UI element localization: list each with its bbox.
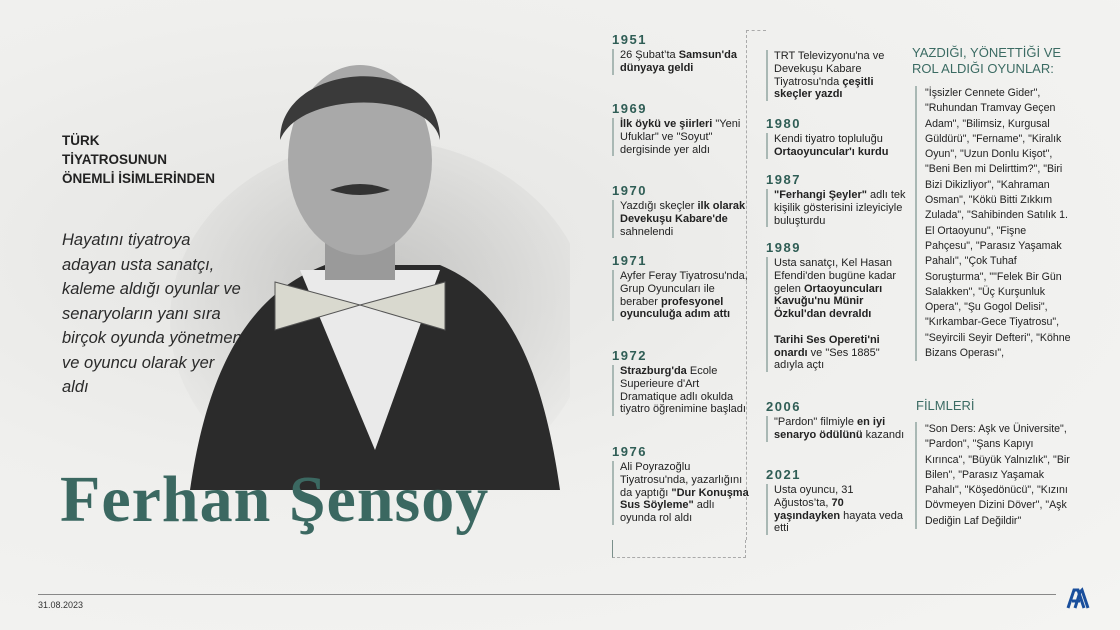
text-segment: adlı oyunda rol aldı bbox=[620, 499, 715, 525]
text-segment: TRT Televizyonu'na ve Devekuşu Kabare Ti… bbox=[774, 50, 885, 88]
footer-divider bbox=[38, 594, 1056, 595]
text-segment: Kendi tiyatro topluluğu bbox=[774, 133, 883, 145]
highlight-text: "Dur Konuşma Sus Söyleme" bbox=[620, 486, 749, 512]
highlight-text: Ortaoyuncular'ı kurdu bbox=[774, 145, 889, 158]
timeline-entry: 1972 Strazburg'da Ecole Superieure d'Art … bbox=[612, 348, 752, 417]
timeline-text: Strazburg'da Ecole Superieure d'Art Dram… bbox=[612, 365, 752, 417]
highlight-text: "Ferhangi Şeyler" bbox=[774, 189, 867, 201]
films-heading: FİLMLERİ bbox=[916, 398, 975, 413]
timeline-year: 1980 bbox=[766, 116, 801, 131]
timeline-text: Ayfer Feray Tiyatrosu'nda, Grup Oyuncula… bbox=[612, 270, 752, 322]
portrait-photo bbox=[170, 65, 570, 490]
text-segment: Ayfer Feray Tiyatrosu'nda, Grup Oyuncula… bbox=[620, 270, 748, 308]
timeline-entry: 1971 Ayfer Feray Tiyatrosu'nda, Grup Oyun… bbox=[612, 253, 752, 322]
timeline-text: İlk öykü ve şiirleri "Yeni Ufuklar" ve "… bbox=[612, 118, 752, 157]
timeline-year: 1971 bbox=[612, 253, 647, 268]
timeline-text: Usta sanatçı, Kel Hasan Efendi'den bugün… bbox=[766, 257, 906, 373]
timeline-entry: 2006 "Pardon" filmiyle en iyi senaryo ödü… bbox=[766, 399, 906, 442]
timeline-text: TRT Televizyonu'na ve Devekuşu Kabare Ti… bbox=[766, 50, 906, 102]
timeline-entry: 1969 İlk öykü ve şiirleri "Yeni Ufuklar" … bbox=[612, 101, 752, 157]
timeline-text: Ali Poyrazoğlu Tiyatrosu'nda, yazarlığın… bbox=[612, 461, 752, 525]
timeline-entry: 1989 Usta sanatçı, Kel Hasan Efendi'den b… bbox=[766, 240, 906, 373]
text-segment: Usta oyuncu, 31 Ağustos’ta, bbox=[774, 484, 854, 509]
highlight-text: profesyonel oyunculuğa adım attı bbox=[620, 295, 731, 321]
timeline-text: "Pardon" filmiyle en iyi senaryo ödülünü… bbox=[766, 416, 906, 442]
highlight-text: İlk öykü ve şiirleri bbox=[620, 118, 713, 130]
highlight-text: Ortaoyuncuları Kavuğu'nu Münir Özkul'dan… bbox=[774, 282, 883, 321]
timeline-year: 1976 bbox=[612, 444, 647, 459]
text-segment: kazandı bbox=[862, 428, 905, 441]
timeline-text: Yazdığı skeçler ilk olarak Devekuşu Kaba… bbox=[612, 200, 752, 239]
timeline-entry: 1980 Kendi tiyatro topluluğu Ortaoyuncula… bbox=[766, 116, 906, 159]
text-segment: Ali Poyrazoğlu Tiyatrosu'nda, yazarlığın… bbox=[620, 461, 743, 499]
date: 31.08.2023 bbox=[38, 600, 84, 610]
timeline-connector-top bbox=[746, 30, 766, 540]
text-segment: hayata veda etti bbox=[774, 509, 904, 535]
intro-text: Hayatını tiyatroya adayan usta sanatçı, … bbox=[62, 231, 242, 396]
timeline-entry: 1987 "Ferhangi Şeyler" adlı tek kişilik g… bbox=[766, 172, 906, 228]
timeline-year: 1970 bbox=[612, 183, 647, 198]
timeline-text: "Ferhangi Şeyler" adlı tek kişilik göste… bbox=[766, 189, 906, 228]
highlight-text: ilk olarak Devekuşu Kabare'de bbox=[620, 200, 746, 225]
plays-list: "İşsizler Cennete Gider", "Ruhundan Tram… bbox=[915, 86, 1075, 362]
highlight-text: 70 yaşındayken bbox=[774, 496, 844, 522]
timeline-year: 1972 bbox=[612, 348, 647, 363]
timeline-year: 2021 bbox=[766, 467, 801, 482]
timeline-year: 1989 bbox=[766, 240, 801, 255]
timeline-entry: TRT Televizyonu'na ve Devekuşu Kabare Ti… bbox=[766, 50, 906, 102]
timeline-entry: 1970 Yazdığı skeçler ilk olarak Devekuşu … bbox=[612, 183, 752, 239]
timeline-entry: 2021 Usta oyuncu, 31 Ağustos’ta, 70 yaşın… bbox=[766, 467, 906, 536]
timeline-entry: 1951 26 Şubat’ta Samsun'da dünyaya geldi bbox=[612, 32, 752, 75]
plays-heading: YAZDIĞI, YÖNETTİĞİ VE ROL ALDIĞI OYUNLAR… bbox=[912, 45, 1062, 76]
highlight-text: en iyi senaryo ödülünü bbox=[774, 416, 886, 441]
text-segment: 26 Şubat’ta bbox=[620, 49, 679, 61]
text-segment: "Pardon" filmiyle bbox=[774, 416, 858, 428]
highlight-text: Strazburg'da bbox=[620, 365, 687, 377]
timeline-text: Kendi tiyatro topluluğu Ortaoyuncular'ı … bbox=[766, 133, 906, 159]
text-segment: adlı tek kişilik gösterisini izleyiciyle… bbox=[774, 189, 906, 227]
timeline-entry: 1976 Ali Poyrazoğlu Tiyatrosu'nda, yazarl… bbox=[612, 444, 752, 525]
timeline-year: 1951 bbox=[612, 32, 647, 47]
aa-logo-icon bbox=[1066, 587, 1090, 609]
timeline-year: 1969 bbox=[612, 101, 647, 116]
text-segment: ve "Ses 1885" adıyla açtı bbox=[774, 346, 880, 372]
subtitle: TÜRK TİYATROSUNUN ÖNEMLİ İSİMLERİNDEN bbox=[62, 133, 216, 186]
text-segment: Yazdığı skeçler bbox=[620, 200, 698, 212]
timeline-year: 1987 bbox=[766, 172, 801, 187]
text-segment: sahnelendi bbox=[620, 225, 674, 238]
highlight-text: Tarihi Ses Opereti'ni onardı bbox=[774, 333, 880, 359]
person-name: Ferhan Şensoy bbox=[60, 463, 490, 536]
text-segment: Ecole Superieure d'Art Dramatique adlı o… bbox=[620, 365, 746, 416]
films-list: "Son Ders: Aşk ve Üniversite", "Pardon",… bbox=[915, 422, 1075, 530]
highlight-text: Samsun'da dünyaya geldi bbox=[620, 49, 737, 74]
timeline-text: 26 Şubat’ta Samsun'da dünyaya geldi bbox=[612, 49, 752, 75]
text-segment: "Yeni Ufuklar" ve "Soyut" dergisinde yer… bbox=[620, 118, 741, 156]
text-segment: Usta sanatçı, Kel Hasan Efendi'den bugün… bbox=[774, 257, 896, 295]
timeline-connector-bottom bbox=[612, 540, 746, 558]
timeline-year: 2006 bbox=[766, 399, 801, 414]
highlight-text: çeşitli skeçler yazdı bbox=[774, 75, 874, 101]
timeline-text: Usta oyuncu, 31 Ağustos’ta, 70 yaşındayk… bbox=[766, 484, 906, 536]
